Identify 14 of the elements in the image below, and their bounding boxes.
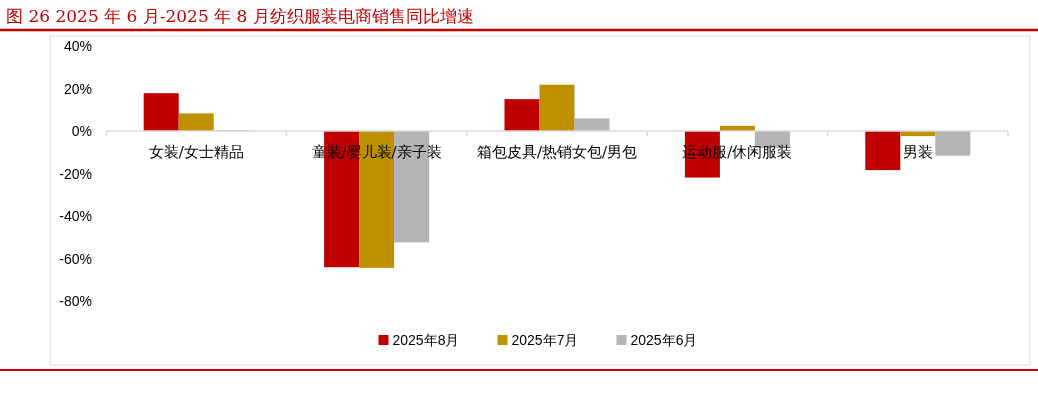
- y-tick-label: 20%: [63, 80, 92, 97]
- legend-label: 2025年6月: [630, 332, 698, 348]
- x-tick-label: 男装: [902, 143, 933, 161]
- y-tick-label: -20%: [59, 165, 92, 182]
- y-tick-label: -60%: [59, 250, 92, 267]
- legend-label: 2025年8月: [392, 332, 460, 348]
- x-tick-label: 箱包皮具/热销女包/男包: [476, 143, 638, 161]
- y-tick-label: -40%: [59, 208, 92, 224]
- y-tick-label: 0%: [71, 123, 92, 139]
- legend-label: 2025年7月: [511, 332, 579, 348]
- x-tick-label: 女装/女士精品: [148, 143, 244, 161]
- y-tick-label: 40%: [63, 38, 92, 54]
- y-tick-label: -80%: [59, 293, 92, 309]
- chart-title: 图 26 2025 年 6 月-2025 年 8 月纺织服装电商销售同比增速: [6, 6, 474, 26]
